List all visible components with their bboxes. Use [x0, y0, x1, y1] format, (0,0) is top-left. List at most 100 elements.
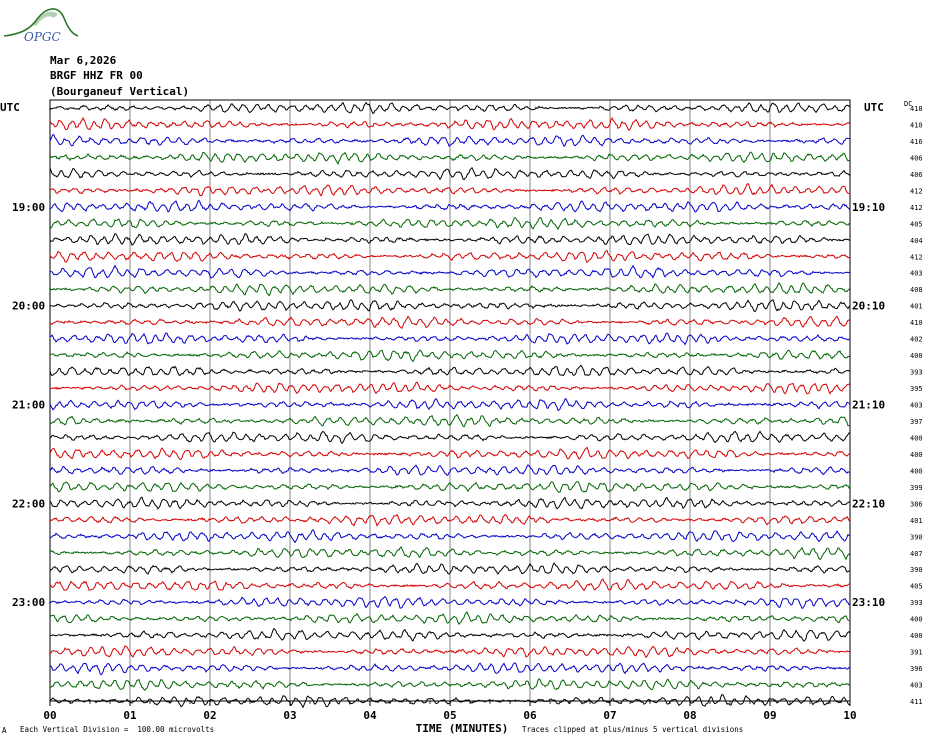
dc-offset-label: 416 [910, 138, 923, 146]
right-utc-title: UTC [864, 101, 884, 114]
opgc-logo: OPGC [2, 4, 80, 48]
dc-offset-label: 406 [910, 154, 923, 162]
right-hour-label: 22:10 [852, 497, 885, 510]
dc-offset-label: 401 [910, 303, 923, 311]
dc-offset-label: 402 [910, 336, 923, 344]
dc-offset-label: 399 [910, 484, 923, 492]
seismic-trace [49, 513, 851, 527]
header-station: BRGF HHZ FR 00 [50, 69, 143, 82]
seismic-trace [49, 332, 851, 346]
dc-offset-label: 400 [910, 632, 923, 640]
logo-text: OPGC [24, 30, 61, 44]
right-hour-label: 21:10 [852, 399, 885, 412]
left-hour-label: 19:00 [12, 201, 45, 214]
clip-note: Traces clipped at plus/minus 5 vertical … [522, 725, 744, 734]
x-tick-label: 00 [43, 709, 56, 722]
dc-offset-label: 403 [910, 682, 923, 690]
dc-offset-label: 395 [910, 385, 923, 393]
x-tick-label: 07 [603, 709, 616, 722]
x-tick-label: 01 [123, 709, 137, 722]
seismic-trace [49, 678, 851, 692]
x-tick-label: 05 [443, 709, 456, 722]
x-tick-label: 08 [683, 709, 696, 722]
logo-mountain-curve [3, 8, 79, 37]
right-hour-label: 20:10 [852, 300, 885, 313]
dc-offset-label: 393 [910, 599, 923, 607]
seismic-trace [49, 315, 851, 329]
seismic-trace [49, 496, 851, 510]
seismic-trace [49, 430, 851, 445]
dc-offset-label: 418 [910, 105, 923, 113]
dc-offset-label: 412 [910, 187, 923, 195]
dc-offset-label: 396 [910, 665, 923, 673]
seismic-trace [49, 233, 851, 246]
dc-offset-label: 390 [910, 533, 923, 541]
dc-offset-label: 405 [910, 220, 923, 228]
dc-offset-label: 391 [910, 649, 923, 657]
dc-offset-label: 400 [910, 434, 923, 442]
seismic-trace [49, 546, 851, 561]
seismic-trace [49, 116, 851, 131]
seismic-trace [49, 349, 851, 363]
dc-offset-label: 405 [910, 583, 923, 591]
dc-offset-label: 412 [910, 204, 923, 212]
dc-offset-label: 390 [910, 566, 923, 574]
seismic-trace [49, 627, 851, 642]
header-date: Mar 6,2026 [50, 54, 117, 67]
dc-offset-label: 410 [910, 319, 923, 327]
dc-offset-label: 404 [910, 237, 923, 245]
x-tick-label: 10 [843, 709, 856, 722]
dc-offset-label: 406 [910, 171, 923, 179]
left-hour-label: 20:00 [12, 300, 45, 313]
right-hour-label: 19:10 [852, 201, 885, 214]
left-hour-label: 21:00 [12, 399, 45, 412]
seismic-trace [49, 662, 851, 676]
dc-offset-label: 412 [910, 253, 923, 261]
seismic-trace [49, 264, 851, 279]
seismic-trace [50, 183, 851, 197]
dc-offset-label: 400 [910, 616, 923, 624]
seismic-trace [49, 166, 851, 181]
seismic-trace [49, 693, 851, 709]
right-hour-label: 23:10 [852, 596, 885, 609]
left-hour-label: 22:00 [12, 497, 45, 510]
dc-title: DC [904, 100, 912, 108]
seismic-trace [49, 151, 851, 166]
seismic-trace [49, 595, 851, 609]
seismic-trace [49, 562, 851, 575]
x-tick-label: 03 [283, 709, 296, 722]
seismic-trace [49, 101, 851, 115]
dc-offset-label: 386 [910, 500, 923, 508]
x-axis-title: TIME (MINUTES) [416, 722, 509, 735]
seismic-trace [49, 578, 851, 592]
dc-offset-label: 397 [910, 418, 923, 426]
seismic-trace [49, 610, 851, 626]
seismic-trace [49, 645, 851, 659]
left-utc-title: UTC [0, 101, 20, 114]
x-tick-label: 06 [523, 709, 537, 722]
seismic-trace [49, 413, 851, 428]
seismic-trace [49, 398, 851, 412]
x-tick-label: 09 [763, 709, 776, 722]
dc-offset-label: 403 [910, 270, 923, 278]
seismic-trace [49, 299, 851, 313]
seismic-trace [49, 364, 851, 377]
seismic-trace [49, 199, 851, 213]
header-location: (Bourganeuf Vertical) [50, 85, 190, 98]
corner-mark: A [2, 726, 7, 735]
dc-offset-label: 407 [910, 550, 923, 558]
left-hour-label: 23:00 [12, 596, 45, 609]
dc-offset-label: 400 [910, 467, 923, 475]
seismic-trace [49, 216, 851, 231]
dc-offset-label: 403 [910, 402, 923, 410]
x-tick-label: 02 [203, 709, 216, 722]
dc-offset-label: 393 [910, 369, 923, 377]
logo-mountain-fill [32, 11, 58, 26]
seismic-trace [49, 446, 851, 461]
seismic-trace [49, 281, 851, 297]
seismic-trace [49, 134, 851, 148]
x-tick-label: 04 [363, 709, 377, 722]
seismic-trace [49, 381, 851, 395]
seismic-trace [49, 481, 851, 493]
